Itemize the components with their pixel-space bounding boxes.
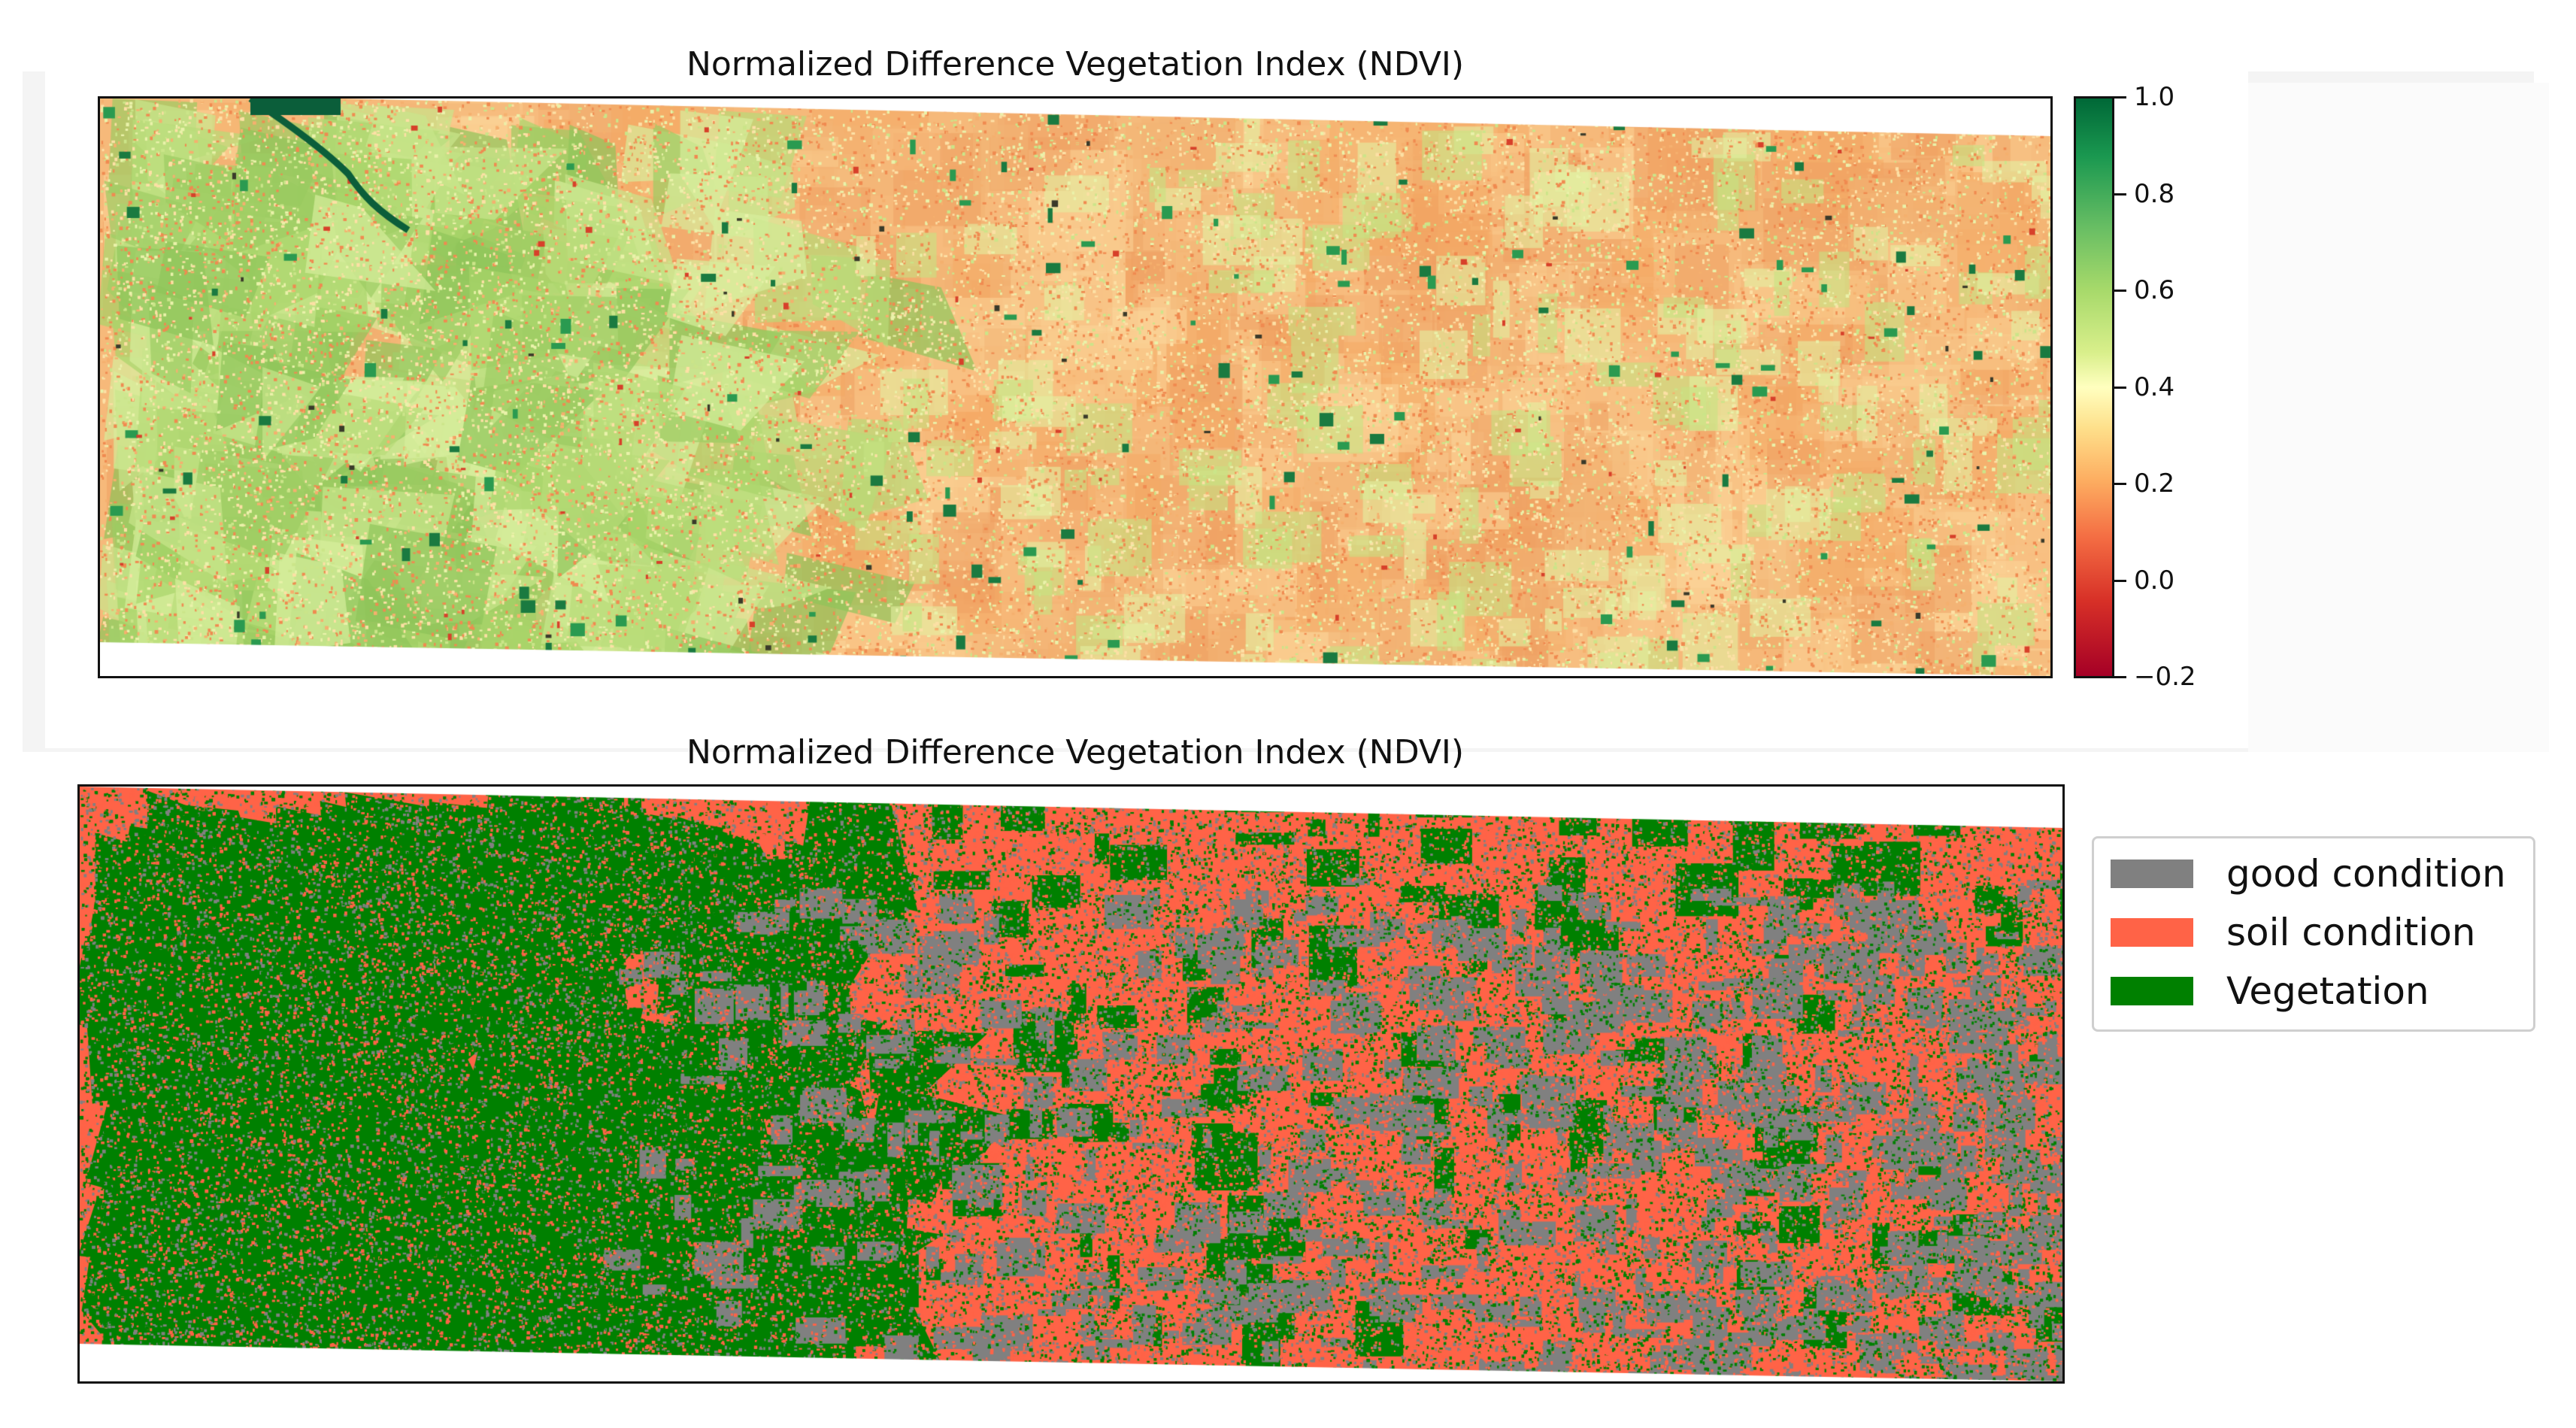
colorbar-tick-label: 0.4	[2134, 371, 2175, 402]
colorbar-tick-label: 0.6	[2134, 275, 2175, 305]
ndvi-continuous-map	[98, 96, 2053, 678]
legend-label-soil-condition: soil condition	[2226, 911, 2476, 954]
colorbar-tick	[2114, 676, 2126, 678]
ndvi-colorbar	[2074, 96, 2114, 678]
colorbar-tick-label: 1.0	[2134, 82, 2175, 112]
colorbar-tick	[2114, 483, 2126, 485]
colorbar-tick	[2114, 386, 2126, 389]
colorbar-tick-label: −0.2	[2134, 662, 2196, 692]
legend-label-good-condition: good condition	[2226, 852, 2506, 896]
ndvi-classified-map	[77, 784, 2065, 1384]
colorbar-tick-label: 0.8	[2134, 178, 2175, 209]
ndvi-raster	[100, 99, 2050, 676]
bottom-map-title: Normalized Difference Vegetation Index (…	[686, 733, 1465, 772]
colorbar-tick-label: 0.2	[2134, 468, 2175, 499]
top-map-title: Normalized Difference Vegetation Index (…	[686, 45, 1465, 83]
ndvi-class-raster	[80, 787, 2062, 1381]
colorbar-tick	[2114, 290, 2126, 292]
colorbar-tick	[2114, 96, 2126, 99]
colorbar-tick	[2114, 193, 2126, 196]
colorbar-tick-label: 0.0	[2134, 565, 2175, 596]
legend-swatch-soil-condition	[2111, 918, 2193, 947]
colorbar-tick	[2114, 579, 2126, 582]
legend-label-vegetation: Vegetation	[2226, 969, 2429, 1013]
legend-swatch-vegetation	[2111, 977, 2193, 1005]
legend-swatch-good-condition	[2111, 860, 2193, 888]
top-figure-right-strip	[2248, 83, 2549, 752]
class-legend: good condition soil condition Vegetation	[2092, 836, 2535, 1032]
